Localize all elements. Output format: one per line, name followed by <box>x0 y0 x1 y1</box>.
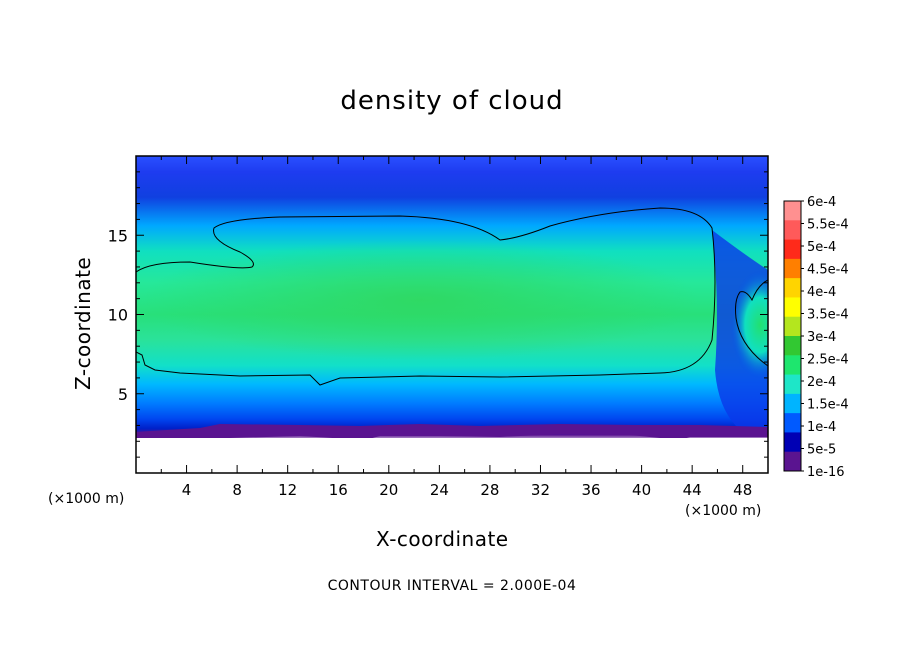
colorbar-label: 6e-4 <box>807 195 836 210</box>
x-axis-label: X-coordinate <box>376 527 509 551</box>
colorbar-label: 3e-4 <box>807 330 836 345</box>
x-tick-label: 40 <box>632 481 651 499</box>
x-tick-label: 4 <box>182 481 192 499</box>
colorbar-swatch <box>784 316 801 337</box>
colorbar-swatch <box>784 374 801 395</box>
x-tick-label: 32 <box>531 481 550 499</box>
chart-title: density of cloud <box>340 86 564 116</box>
colorbar-swatch <box>784 451 801 472</box>
x-tick-label: 28 <box>480 481 499 499</box>
y-tick-label: 10 <box>108 306 128 325</box>
x-units-left: (×1000 m) <box>48 491 125 507</box>
colorbar-swatch <box>784 393 801 414</box>
colorbar-swatch <box>784 336 801 356</box>
below-cloud <box>136 438 768 473</box>
colorbar-label: 1.5e-4 <box>807 398 849 413</box>
contour-main <box>136 207 716 386</box>
colorbar-swatch <box>784 258 801 279</box>
colorbar-swatch <box>784 297 801 318</box>
x-tick-label: 12 <box>278 481 297 499</box>
colorbar-swatch <box>784 432 801 453</box>
x-tick-label: 8 <box>232 481 242 499</box>
colorbar-swatch <box>784 413 801 433</box>
colorbar-label: 5.5e-4 <box>807 218 849 233</box>
colorbar-label: 2.5e-4 <box>807 353 849 368</box>
y-tick-label: 15 <box>108 226 128 245</box>
colorbar-label: 4e-4 <box>807 285 836 300</box>
y-axis-label: Z-coordinate <box>71 256 95 390</box>
colorbar-swatch <box>784 220 801 241</box>
cloud-core <box>140 240 700 360</box>
x-tick-label: 16 <box>329 481 348 499</box>
colorbar-label: 5e-5 <box>807 443 836 458</box>
colorbar-label: 1e-16 <box>807 465 845 480</box>
colorbar-label: 3.5e-4 <box>807 308 849 323</box>
x-tick-label: 24 <box>430 481 449 499</box>
contour-right <box>735 279 768 367</box>
colorbar-swatch <box>784 239 801 260</box>
cloud-base-purple <box>136 424 768 440</box>
x-tick-label: 20 <box>379 481 398 499</box>
x-tick-label: 44 <box>683 481 702 499</box>
colorbar-swatch <box>784 355 801 376</box>
colorbar-label: 4.5e-4 <box>807 263 849 278</box>
x-units-right: (×1000 m) <box>685 503 762 519</box>
colorbar-label: 1e-4 <box>807 420 836 435</box>
x-tick-label: 48 <box>733 481 752 499</box>
colorbar-swatch <box>784 201 801 221</box>
contour-interval-footer: CONTOUR INTERVAL = 2.000E-04 <box>327 578 577 594</box>
x-tick-label: 36 <box>581 481 600 499</box>
colorbar-label: 5e-4 <box>807 240 836 255</box>
y-tick-label: 5 <box>118 385 128 404</box>
right-cloud-core <box>730 270 768 380</box>
colorbar-swatch <box>784 278 801 298</box>
colorbar-label: 2e-4 <box>807 375 836 390</box>
